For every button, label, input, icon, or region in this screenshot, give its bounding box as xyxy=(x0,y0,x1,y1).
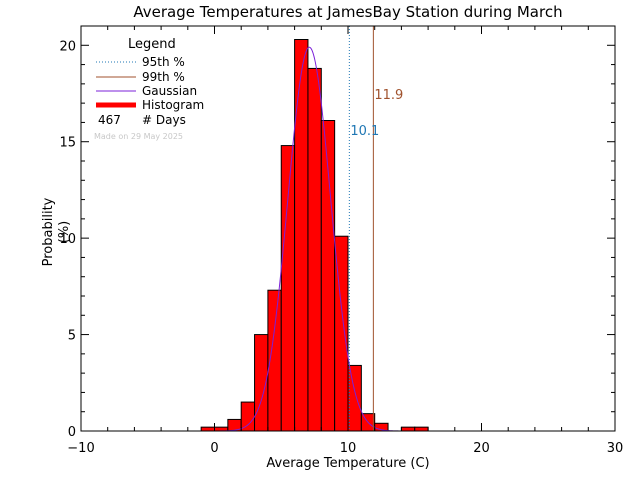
y-tick-label-2: 10 xyxy=(59,232,76,247)
chart-title: Average Temperatures at JamesBay Station… xyxy=(133,3,562,21)
y-axis-label-line1: Probability xyxy=(41,197,56,266)
histogram-bar-11 xyxy=(347,364,362,432)
made-on-note: Made on 29 May 2025 xyxy=(94,132,183,141)
legend-days-label: # Days xyxy=(142,113,186,127)
histogram-bar-14 xyxy=(400,426,416,432)
legend-label-gaussian: Gaussian xyxy=(142,84,197,98)
x-tick-label-1: 0 xyxy=(210,441,218,456)
legend-days-count: 467 xyxy=(98,113,121,127)
y-tick-label-4: 20 xyxy=(59,39,76,54)
percentile-99-label: 11.9 xyxy=(374,88,403,103)
y-axis-label-line2: (%) xyxy=(57,221,72,244)
legend-title: Legend xyxy=(128,37,176,52)
legend-label-95th: 95th % xyxy=(142,55,185,69)
histogram-bar-8 xyxy=(307,67,322,432)
histogram-bar-0 xyxy=(200,426,215,432)
legend: Legend 95th % 99th % Gaussian Histogram … xyxy=(94,37,204,141)
percentile-95-label: 10.1 xyxy=(350,124,379,139)
y-tick-label-0: 0 xyxy=(68,425,76,440)
histogram-bar-3 xyxy=(240,401,256,432)
x-tick-label-4: 30 xyxy=(607,441,624,456)
x-axis-label: Average Temperature (C) xyxy=(266,456,429,471)
histogram-bar-15 xyxy=(414,426,429,432)
x-tick-label-3: 20 xyxy=(473,441,490,456)
y-tick-label-3: 15 xyxy=(59,136,76,151)
x-tick-label-0: −10 xyxy=(67,441,94,456)
legend-label-histogram: Histogram xyxy=(142,98,204,112)
histogram-bar-7 xyxy=(294,39,309,432)
y-tick-label-1: 5 xyxy=(68,329,76,344)
histogram-bar-6 xyxy=(280,145,296,432)
legend-label-99th: 99th % xyxy=(142,70,185,84)
x-tick-label-2: 10 xyxy=(340,441,357,456)
